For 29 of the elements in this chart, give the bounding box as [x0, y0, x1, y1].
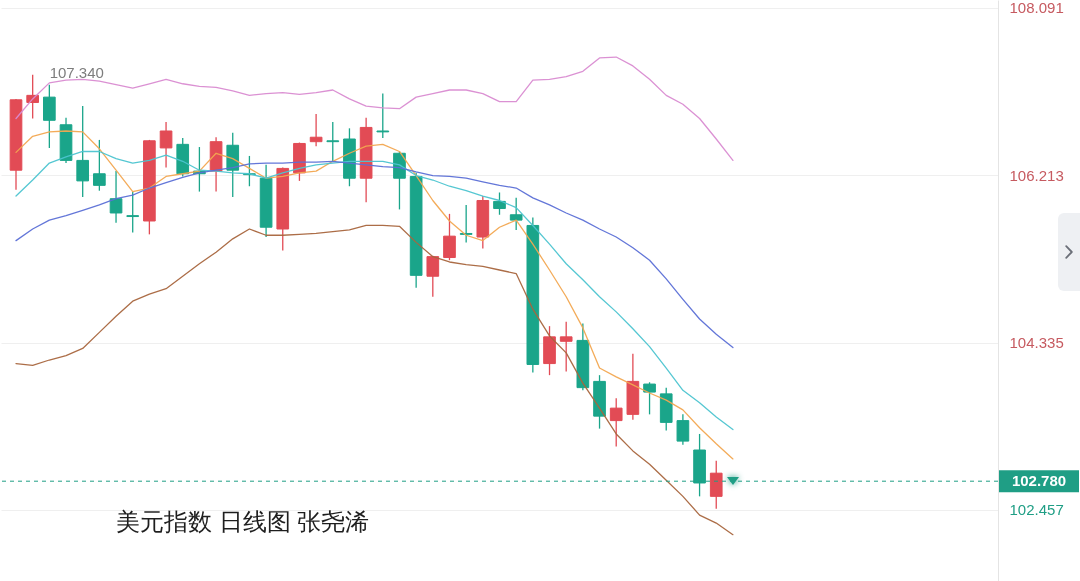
candlestick [609, 397, 623, 448]
candlestick [76, 105, 90, 198]
candlestick [126, 190, 140, 234]
ref-line-label: 102.780 [1011, 472, 1067, 490]
line-series [15, 224, 734, 536]
candlestick [443, 213, 456, 261]
candlestick [109, 170, 123, 224]
candlestick [709, 460, 723, 510]
y-tick-label: 102.457 [1009, 501, 1064, 519]
candlestick [493, 191, 506, 216]
candlestick [509, 197, 523, 231]
candlestick [93, 139, 106, 192]
y-tick-label: 108.091 [1009, 0, 1064, 17]
line-series [15, 160, 734, 349]
candlestick [643, 381, 656, 416]
candlestick [559, 321, 573, 373]
candlestick [159, 121, 173, 169]
candlestick [43, 84, 56, 149]
annotation: 美元指数 日线图 张尧浠 [116, 508, 370, 535]
candlestick [326, 121, 340, 162]
candlestick [426, 255, 440, 298]
candlestick [459, 204, 473, 244]
y-tick-label: 104.335 [1009, 334, 1064, 352]
candlestick [309, 113, 323, 147]
y-tick-label: 106.213 [1009, 166, 1064, 184]
annotation: 107.340 [49, 63, 104, 81]
candlestick [676, 413, 690, 446]
candlestick [376, 92, 390, 139]
line-series [15, 56, 734, 162]
